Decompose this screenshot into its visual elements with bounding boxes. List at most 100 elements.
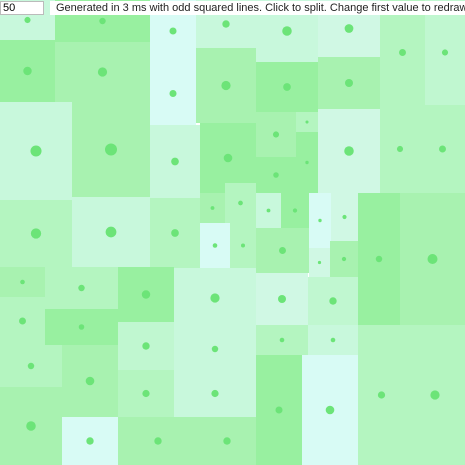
cell[interactable] <box>318 57 380 109</box>
cell[interactable] <box>45 309 118 345</box>
cell[interactable] <box>174 328 256 370</box>
first-value-input[interactable] <box>0 1 44 15</box>
cell[interactable] <box>256 273 308 325</box>
cell[interactable] <box>200 123 256 193</box>
cell[interactable] <box>230 223 256 268</box>
cell[interactable] <box>174 370 256 417</box>
cell-dot <box>441 49 449 56</box>
cell-dot <box>344 24 354 33</box>
cell-dot <box>275 406 283 414</box>
cell[interactable] <box>308 277 358 325</box>
cell-dot <box>105 143 117 156</box>
cell-dot <box>221 80 231 91</box>
cell-dot <box>222 20 230 28</box>
cell-dot <box>27 362 35 370</box>
cell-dot <box>142 342 150 350</box>
cell-dot <box>396 145 404 153</box>
cell[interactable] <box>150 125 200 198</box>
cell[interactable] <box>405 325 465 465</box>
cell[interactable] <box>256 157 296 193</box>
cell-dot <box>278 295 286 303</box>
cell[interactable] <box>150 62 196 125</box>
cell[interactable] <box>358 325 405 465</box>
cell-dot <box>212 243 218 248</box>
cell[interactable] <box>118 417 198 465</box>
cell-dot <box>26 421 36 431</box>
cell[interactable] <box>309 193 331 248</box>
cell[interactable] <box>118 322 174 370</box>
cell[interactable] <box>0 387 62 465</box>
cell[interactable] <box>0 40 55 102</box>
cell[interactable] <box>425 0 465 105</box>
cell[interactable] <box>380 105 420 193</box>
cell-dot <box>78 284 85 292</box>
cell[interactable] <box>330 241 358 277</box>
cell[interactable] <box>196 48 256 123</box>
cell-dot <box>30 145 42 157</box>
cell[interactable] <box>302 355 358 465</box>
cell-dot <box>141 290 151 299</box>
cell-dot <box>317 260 322 265</box>
cell-dot <box>169 89 177 98</box>
cell-dot <box>279 247 286 254</box>
cell[interactable] <box>118 267 174 322</box>
cell[interactable] <box>308 325 358 355</box>
cell[interactable] <box>0 297 45 345</box>
cell-dot <box>329 297 337 305</box>
cell-dot <box>341 256 347 262</box>
cell[interactable] <box>62 417 118 465</box>
cell[interactable] <box>0 345 62 387</box>
cell[interactable] <box>0 102 72 200</box>
cell-dot <box>223 153 233 163</box>
cell-dot <box>30 228 42 239</box>
cell[interactable] <box>174 268 256 328</box>
cell[interactable] <box>331 193 358 241</box>
cell[interactable] <box>256 62 318 112</box>
cell[interactable] <box>256 193 281 228</box>
cell[interactable] <box>0 200 72 267</box>
cell-dot <box>210 293 220 303</box>
cell-dot <box>19 317 26 325</box>
cell[interactable] <box>309 248 330 277</box>
cell-dot <box>154 437 162 445</box>
cell[interactable] <box>72 102 150 197</box>
cell-dot <box>171 229 179 237</box>
cell[interactable] <box>225 183 256 223</box>
cell[interactable] <box>62 345 118 417</box>
cell[interactable] <box>150 198 200 268</box>
cell[interactable] <box>400 193 465 325</box>
cell[interactable] <box>200 223 230 268</box>
cell-dot <box>78 324 85 330</box>
cell[interactable] <box>200 193 225 223</box>
cell-dot <box>272 131 280 138</box>
cell[interactable] <box>45 267 118 309</box>
cell-dot <box>86 437 94 445</box>
cell[interactable] <box>281 193 309 228</box>
cell-dot <box>171 157 179 166</box>
cell-dot <box>105 226 117 238</box>
cell[interactable] <box>0 267 45 297</box>
cell[interactable] <box>118 370 174 417</box>
cell[interactable] <box>55 42 150 102</box>
cell-dot <box>210 206 215 210</box>
cell[interactable] <box>256 355 302 465</box>
cell[interactable] <box>318 109 380 193</box>
cell[interactable] <box>198 417 256 465</box>
cell[interactable] <box>420 105 465 193</box>
cell-dot <box>241 243 245 248</box>
cell[interactable] <box>256 228 309 273</box>
cell[interactable] <box>296 112 318 132</box>
cell-dot <box>375 255 383 263</box>
cell[interactable] <box>296 132 318 193</box>
cell-dot <box>430 390 440 400</box>
cell[interactable] <box>358 193 400 325</box>
cell[interactable] <box>72 197 150 267</box>
cell-dot <box>238 200 243 206</box>
cell-dot <box>399 49 406 56</box>
cell[interactable] <box>256 112 296 157</box>
cell-dot <box>439 145 446 153</box>
cell[interactable] <box>380 0 425 105</box>
cell[interactable] <box>256 325 308 355</box>
